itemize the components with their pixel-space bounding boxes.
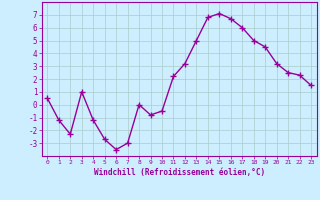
X-axis label: Windchill (Refroidissement éolien,°C): Windchill (Refroidissement éolien,°C) bbox=[94, 168, 265, 177]
